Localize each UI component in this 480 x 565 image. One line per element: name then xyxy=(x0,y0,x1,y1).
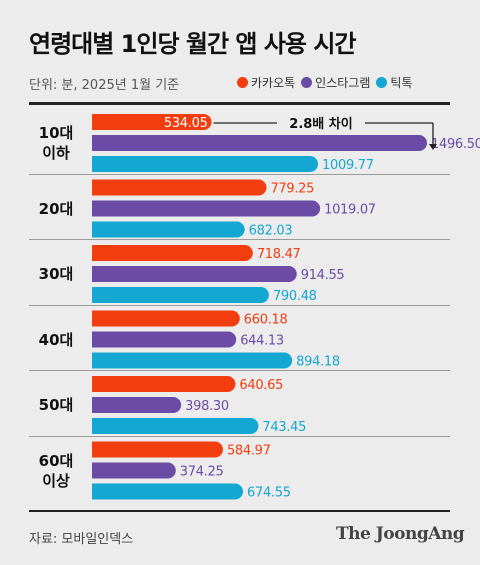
bar-base-tiktok-10s xyxy=(92,156,102,172)
bar-base-kakao-20s xyxy=(92,179,102,196)
bar-tiktok-60s xyxy=(92,483,244,500)
value-label-kakao-20s: 779.25 xyxy=(270,182,314,197)
bar-base-kakao-10s xyxy=(92,114,102,130)
value-label-instagram-40s: 644.13 xyxy=(240,334,284,349)
value-label-instagram-30s: 914.55 xyxy=(301,268,345,283)
group-separator xyxy=(29,435,450,437)
source-note: 자료: 모바일인덱스 xyxy=(29,532,134,547)
bar-instagram-60s xyxy=(92,462,176,479)
bar-tiktok-10s xyxy=(92,156,319,172)
value-label-instagram-60s: 374.25 xyxy=(180,465,224,480)
value-label-tiktok-20s: 682.03 xyxy=(249,224,293,239)
bar-instagram-50s xyxy=(92,397,182,413)
group-label-60s: 60대 이상 xyxy=(38,451,74,490)
value-label-instagram-50s: 398.30 xyxy=(185,399,229,414)
bar-instagram-40s xyxy=(92,331,237,348)
value-label-kakao-10s: 534.05 xyxy=(164,116,208,131)
unit-note: 단위: 분, 2025년 1월 기준 xyxy=(29,78,180,93)
bar-base-kakao-40s xyxy=(92,310,102,327)
annotation-text: 2.8배 차이 xyxy=(289,116,352,132)
bar-base-kakao-30s xyxy=(92,245,102,261)
bar-base-tiktok-30s xyxy=(92,287,102,303)
annotation-arrow xyxy=(429,144,437,150)
value-label-tiktok-40s: 894.18 xyxy=(296,355,340,370)
group-label-20s: 20대 xyxy=(38,199,74,218)
legend-label-kakao: 카카오톡 xyxy=(251,76,296,90)
bar-base-tiktok-50s xyxy=(92,418,102,434)
group-separator xyxy=(29,239,450,240)
bar-base-instagram-30s xyxy=(92,266,102,282)
value-label-tiktok-50s: 743.45 xyxy=(262,420,306,435)
chart-title: 연령대별 1인당 월간 앱 사용 시간 xyxy=(29,30,357,58)
legend-dot-kakao xyxy=(237,77,248,88)
group-separator xyxy=(29,304,450,306)
legend-label-tiktok: 틱톡 xyxy=(390,76,413,90)
group-label-30s: 30대 xyxy=(38,265,74,283)
bar-instagram-20s xyxy=(92,200,321,217)
legend-item-instagram: 인스타그램 xyxy=(301,74,370,91)
group-label-10s: 10대 이하 xyxy=(38,124,74,162)
value-label-kakao-60s: 584.97 xyxy=(227,444,271,459)
value-label-tiktok-60s: 674.55 xyxy=(247,486,291,501)
legend-label-instagram: 인스타그램 xyxy=(315,76,371,90)
group-separator xyxy=(29,173,450,175)
legend-dot-instagram xyxy=(301,77,313,88)
value-label-instagram-20s: 1019.07 xyxy=(324,203,376,218)
brand-logo: The JoongAng xyxy=(336,524,465,544)
legend-item-tiktok: 틱톡 xyxy=(376,74,412,91)
group-separator xyxy=(29,370,450,371)
bar-kakao-20s xyxy=(92,179,267,196)
bar-base-instagram-60s xyxy=(92,462,102,479)
bar-tiktok-20s xyxy=(92,221,245,238)
bar-kakao-50s xyxy=(92,376,236,392)
value-label-kakao-40s: 660.18 xyxy=(244,313,288,328)
bar-kakao-40s xyxy=(92,310,240,327)
bar-tiktok-30s xyxy=(92,287,269,303)
bar-base-instagram-40s xyxy=(92,331,102,348)
bar-tiktok-40s xyxy=(92,352,293,369)
legend-dot-tiktok xyxy=(376,77,388,88)
bar-base-instagram-50s xyxy=(92,397,102,413)
value-label-kakao-30s: 718.47 xyxy=(257,247,301,262)
bar-base-kakao-50s xyxy=(92,376,102,392)
value-label-tiktok-30s: 790.48 xyxy=(273,289,317,304)
bar-base-kakao-60s xyxy=(92,441,102,458)
bar-tiktok-50s xyxy=(92,418,259,434)
group-label-40s: 40대 xyxy=(38,330,74,349)
value-label-kakao-50s: 640.65 xyxy=(239,378,283,393)
bar-instagram-10s xyxy=(92,135,427,151)
top-rule xyxy=(29,102,450,105)
bar-instagram-30s xyxy=(92,266,297,282)
legend: 카카오톡 인스타그램 틱톡 xyxy=(237,74,412,91)
bar-base-tiktok-60s xyxy=(92,483,102,500)
bar-base-tiktok-20s xyxy=(92,221,102,238)
bar-kakao-30s xyxy=(92,245,253,261)
value-label-tiktok-10s: 1009.77 xyxy=(322,158,374,173)
bar-kakao-60s xyxy=(92,441,223,458)
value-label-instagram-10s: 1496.50 xyxy=(431,137,480,152)
legend-item-kakao: 카카오톡 xyxy=(237,74,295,91)
bar-base-tiktok-40s xyxy=(92,352,102,369)
bar-base-instagram-20s xyxy=(92,200,102,217)
bar-base-instagram-10s xyxy=(92,135,102,151)
value-label-bg xyxy=(149,115,208,129)
group-label-50s: 50대 xyxy=(38,396,74,414)
bottom-rule xyxy=(29,510,450,512)
